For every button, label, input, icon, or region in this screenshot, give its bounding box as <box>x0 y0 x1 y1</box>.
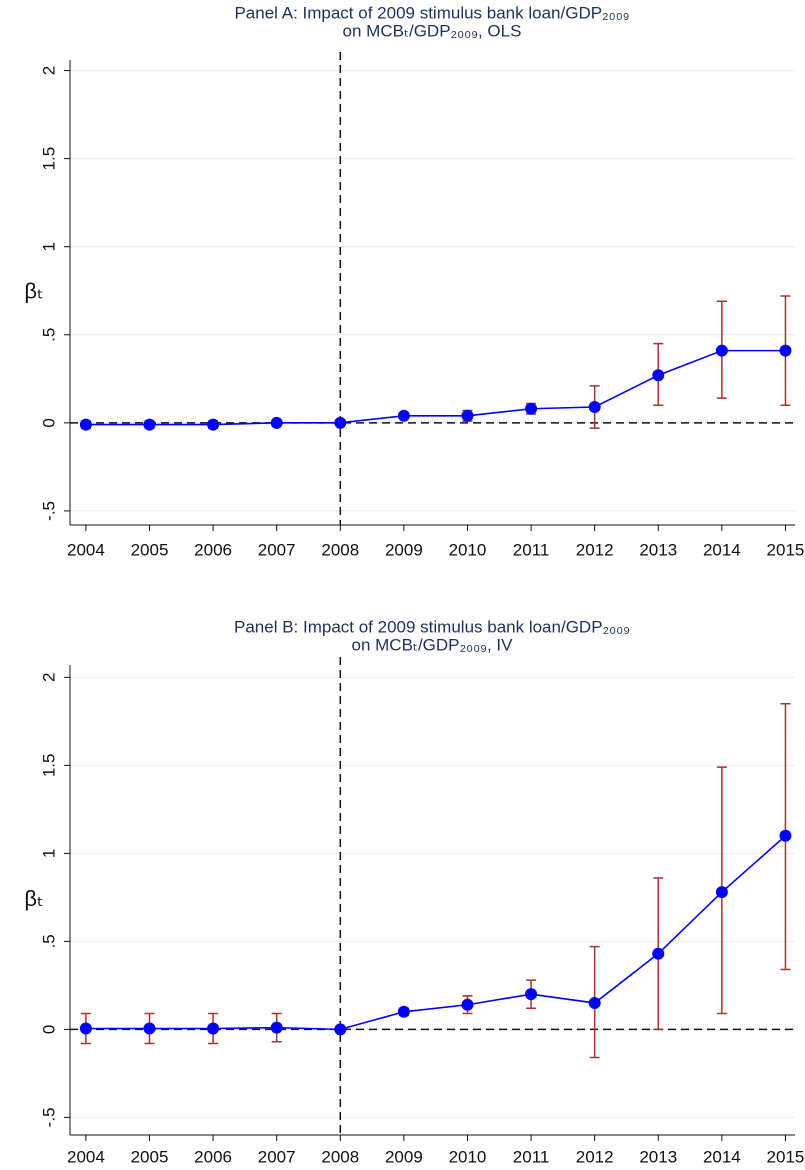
x-tick-label: 2010 <box>449 1147 487 1166</box>
point <box>207 1022 220 1035</box>
x-tick-label: 2005 <box>131 1147 169 1166</box>
x-tick-label: 2013 <box>639 540 677 559</box>
y-tick-label: 2 <box>39 66 58 75</box>
y-tick-label: 2 <box>39 673 58 682</box>
x-tick-label: 2015 <box>767 1147 805 1166</box>
y-tick-label: 1 <box>39 242 58 251</box>
chart-subtitle: on MCBₜ/GDP₂₀₀₉, OLS <box>343 21 522 40</box>
y-tick-label: -.5 <box>39 501 58 521</box>
point <box>652 947 665 960</box>
y-tick-label: .5 <box>39 934 58 948</box>
point <box>143 1022 156 1035</box>
x-tick-label: 2015 <box>767 540 805 559</box>
point <box>143 418 156 431</box>
y-tick-label: .5 <box>39 328 58 342</box>
chart-title: Panel B: Impact of 2009 stimulus bank lo… <box>234 617 630 636</box>
point <box>397 409 410 422</box>
point <box>715 886 728 899</box>
y-tick-label: 1.5 <box>39 147 58 171</box>
y-tick-label: 1 <box>39 849 58 858</box>
y-tick-label: 1.5 <box>39 754 58 778</box>
x-tick-label: 2014 <box>703 540 741 559</box>
x-tick-label: 2014 <box>703 1147 741 1166</box>
y-axis-label: βₜ <box>24 278 43 303</box>
x-tick-label: 2004 <box>67 1147 105 1166</box>
x-tick-label: 2011 <box>513 1147 550 1166</box>
point <box>334 416 347 429</box>
x-tick-label: 2005 <box>131 540 169 559</box>
point <box>270 1021 283 1034</box>
y-tick-label: -.5 <box>39 1107 58 1127</box>
point <box>461 409 474 422</box>
point <box>588 400 601 413</box>
x-tick-label: 2007 <box>258 1147 296 1166</box>
point <box>207 418 220 431</box>
y-axis-label: βₜ <box>24 886 43 911</box>
x-tick-label: 2006 <box>194 1147 232 1166</box>
x-tick-label: 2012 <box>576 1147 614 1166</box>
x-tick-label: 2004 <box>67 540 105 559</box>
x-tick-label: 2012 <box>576 540 614 559</box>
x-tick-label: 2010 <box>449 540 487 559</box>
point <box>397 1005 410 1018</box>
x-tick-label: 2006 <box>194 540 232 559</box>
x-tick-label: 2009 <box>385 1147 423 1166</box>
chart-subtitle: on MCBₜ/GDP₂₀₀₉, IV <box>352 635 514 654</box>
point <box>79 1022 92 1035</box>
point <box>525 402 538 415</box>
x-tick-label: 2009 <box>385 540 423 559</box>
x-tick-label: 2013 <box>639 1147 677 1166</box>
series-line <box>85 349 786 426</box>
point <box>79 418 92 431</box>
x-tick-label: 2008 <box>321 540 359 559</box>
x-tick-label: 2008 <box>321 1147 359 1166</box>
point <box>588 996 601 1009</box>
y-tick-label: 0 <box>39 418 58 427</box>
point <box>779 344 792 357</box>
point <box>461 998 474 1011</box>
chart-title: Panel A: Impact of 2009 stimulus bank lo… <box>234 3 629 22</box>
point <box>525 988 538 1001</box>
point <box>715 344 728 357</box>
point <box>334 1023 347 1036</box>
series-line <box>85 835 786 1031</box>
point <box>779 829 792 842</box>
point <box>270 416 283 429</box>
y-tick-label: 0 <box>39 1025 58 1034</box>
x-tick-label: 2007 <box>258 540 296 559</box>
x-tick-label: 2011 <box>513 540 550 559</box>
point <box>652 369 665 382</box>
